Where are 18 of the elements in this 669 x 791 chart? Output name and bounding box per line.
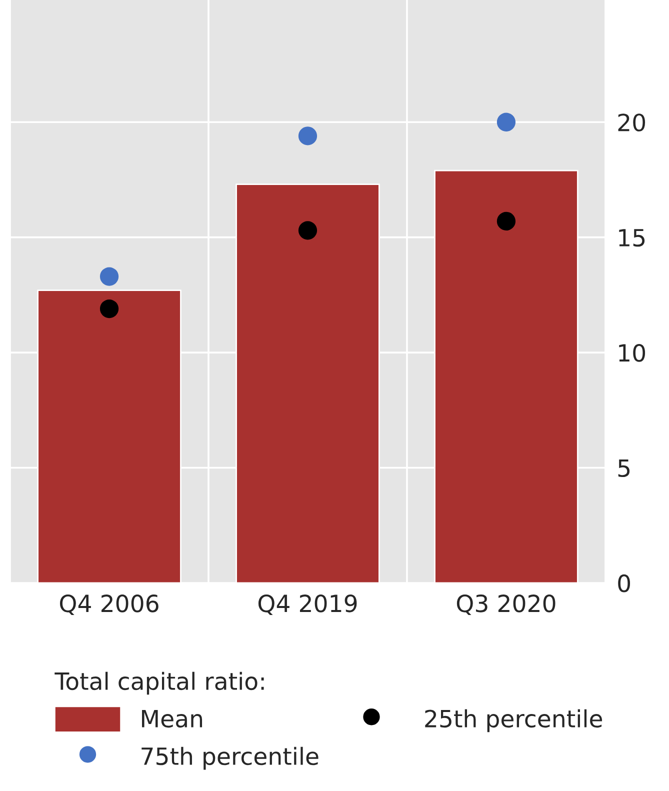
point xyxy=(100,267,119,286)
y-tick-label: 10 xyxy=(619,344,646,362)
legend-label: 75th percentile xyxy=(142,746,318,770)
y-tick-label: 5 xyxy=(618,460,630,478)
legend-title: Total capital ratio: xyxy=(54,672,264,695)
point xyxy=(496,112,516,132)
legend-label: 25th percentile xyxy=(425,709,602,732)
y-tick-label: 15 xyxy=(619,229,645,247)
x-tick-label: Q3 2020 xyxy=(456,594,556,616)
point xyxy=(100,299,119,318)
point xyxy=(298,221,318,240)
x-tick-label: Q4 2019 xyxy=(258,594,357,616)
y-tick-label: 0 xyxy=(618,574,630,592)
x-tick-label: Q4 2006 xyxy=(60,594,158,616)
y-tick-label: 20 xyxy=(618,114,646,132)
point xyxy=(496,212,516,231)
legend-label: Mean xyxy=(142,710,202,728)
point xyxy=(298,126,318,146)
